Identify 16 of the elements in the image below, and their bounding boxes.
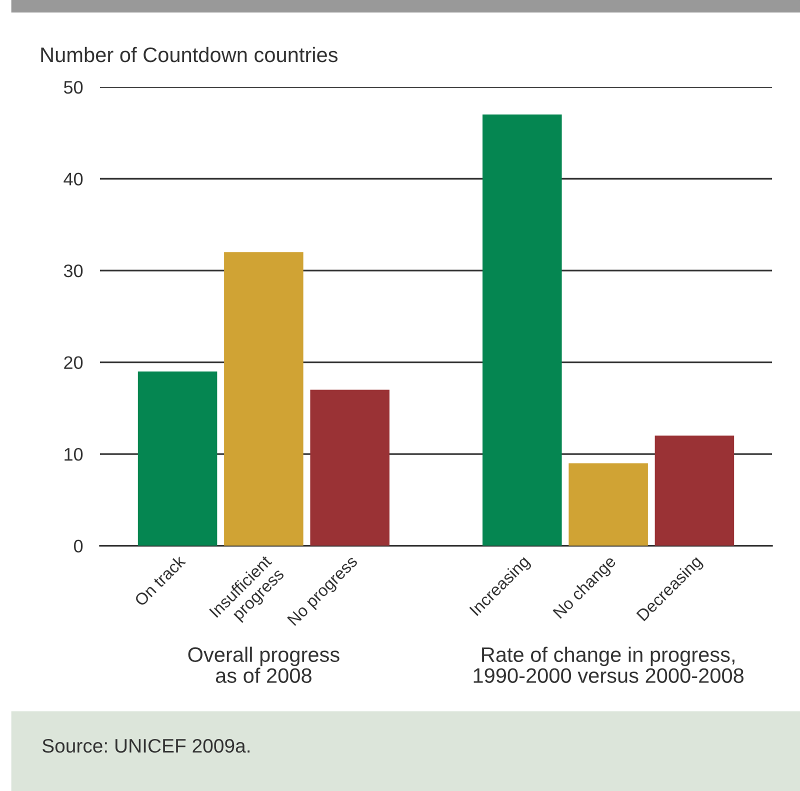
y-tick-label: 50 xyxy=(64,80,83,94)
bar xyxy=(224,252,304,546)
text: Rate of change in progress, 1990-2000 versus 2000-2008 xyxy=(474,646,744,683)
text: Overall progress as of 2008 xyxy=(188,646,340,683)
bar xyxy=(654,436,734,546)
y-tick-label: 0 xyxy=(74,540,83,553)
y-tick-label: 10 xyxy=(64,448,83,461)
y-tick-label: 30 xyxy=(64,264,83,278)
bar xyxy=(568,463,648,546)
y-tick-label: 20 xyxy=(64,356,83,369)
bar xyxy=(310,390,390,546)
bar xyxy=(138,371,218,546)
bar xyxy=(482,114,562,546)
y-tick-label: 40 xyxy=(64,172,83,186)
y-axis-title: Number of Countdown countries xyxy=(41,46,338,62)
source-note: Source: UNICEF 2009a. xyxy=(42,738,250,753)
